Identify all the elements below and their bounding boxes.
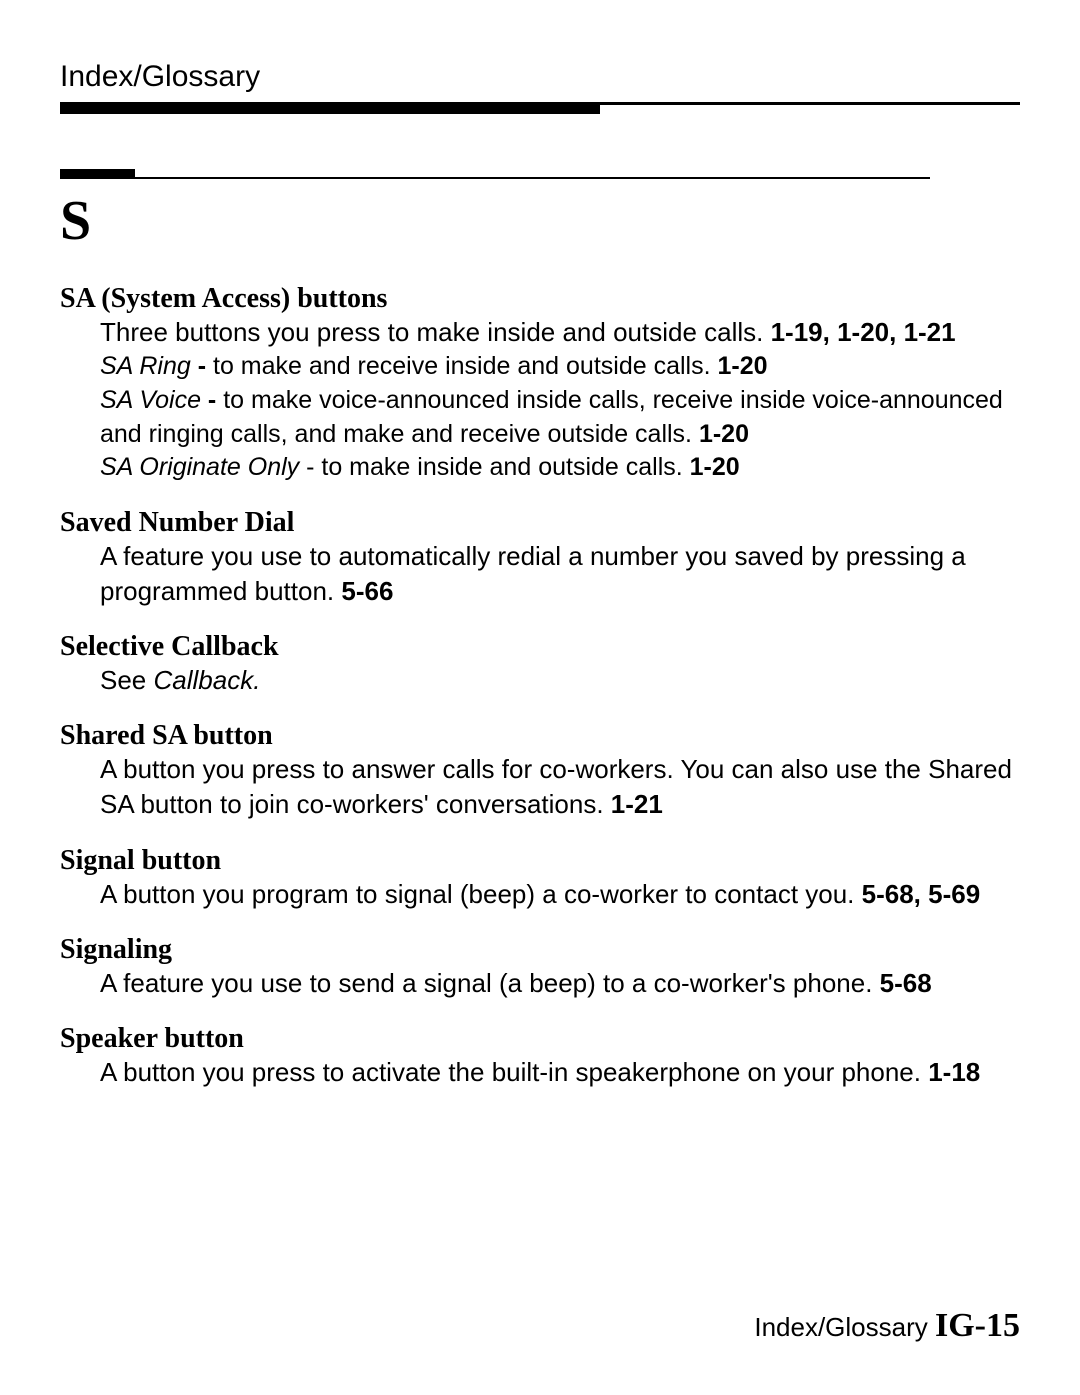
page-ref: 5-66 xyxy=(341,576,393,606)
entry-term: Shared SA button xyxy=(60,720,1020,752)
entry-term: SA (System Access) buttons xyxy=(60,283,1020,315)
page-ref: 1-19, 1-20, 1-21 xyxy=(771,317,956,347)
entry-definition: A button you program to signal (beep) a … xyxy=(100,877,1020,912)
sub-entry-sa-ring: SA Ring - to make and receive inside and… xyxy=(100,350,1020,384)
page-ref: 1-18 xyxy=(928,1057,980,1087)
def-text: A feature you use to automatically redia… xyxy=(100,541,966,606)
section-long-rule xyxy=(60,177,930,179)
def-text: See xyxy=(100,665,154,695)
header-thick-bar xyxy=(60,102,600,114)
entry-saved-number-dial: Saved Number Dial A feature you use to a… xyxy=(60,507,1020,609)
page-number: IG-15 xyxy=(935,1307,1020,1344)
entry-signal-button: Signal button A button you program to si… xyxy=(60,845,1020,912)
page-ref: 1-20 xyxy=(690,453,740,481)
cross-ref: Callback. xyxy=(154,665,261,695)
def-text: A feature you use to send a signal (a be… xyxy=(100,968,880,998)
sub-sep: - xyxy=(299,453,321,481)
entry-definition: A button you press to activate the built… xyxy=(100,1055,1020,1090)
sub-label: SA Voice xyxy=(100,386,201,414)
entry-term: Signal button xyxy=(60,845,1020,877)
sub-sep: - xyxy=(201,386,223,414)
entry-term: Selective Callback xyxy=(60,631,1020,663)
entry-shared-sa-button: Shared SA button A button you press to a… xyxy=(60,720,1020,822)
entry-definition: See Callback. xyxy=(100,663,1020,698)
sub-label: SA Ring xyxy=(100,352,191,380)
page-ref: 5-68 xyxy=(880,968,932,998)
entry-speaker-button: Speaker button A button you press to act… xyxy=(60,1023,1020,1090)
entry-definition: A feature you use to send a signal (a be… xyxy=(100,966,1020,1001)
sub-text: to make voice-announced inside calls, re… xyxy=(100,386,1003,448)
entry-term: Speaker button xyxy=(60,1023,1020,1055)
page-ref: 1-20 xyxy=(699,420,749,448)
header-title: Index/Glossary xyxy=(60,60,1020,94)
page-ref: 1-20 xyxy=(717,352,767,380)
footer-label: Index/Glossary xyxy=(754,1312,935,1342)
sub-label: SA Originate Only xyxy=(100,453,299,481)
sub-entry-sa-voice: SA Voice - to make voice-announced insid… xyxy=(100,384,1020,452)
sub-sep: - xyxy=(191,352,213,380)
entry-selective-callback: Selective Callback See Callback. xyxy=(60,631,1020,698)
section-rule xyxy=(60,169,1020,179)
page-header: Index/Glossary xyxy=(60,60,1020,114)
page-ref: 5-68, 5-69 xyxy=(862,879,981,909)
entry-definition: Three buttons you press to make inside a… xyxy=(100,315,1020,350)
entry-term: Saved Number Dial xyxy=(60,507,1020,539)
def-text: A button you press to answer calls for c… xyxy=(100,754,1012,819)
def-text: A button you press to activate the built… xyxy=(100,1057,928,1087)
page-footer: Index/Glossary IG-15 xyxy=(754,1307,1020,1345)
def-text: Three buttons you press to make inside a… xyxy=(100,317,771,347)
entry-term: Signaling xyxy=(60,934,1020,966)
page-ref: 1-21 xyxy=(611,789,663,819)
sub-text: to make inside and outside calls. xyxy=(321,453,689,481)
sub-entry-sa-originate: SA Originate Only - to make inside and o… xyxy=(100,451,1020,485)
entry-signaling: Signaling A feature you use to send a si… xyxy=(60,934,1020,1001)
def-text: A button you program to signal (beep) a … xyxy=(100,879,862,909)
section-letter: S xyxy=(60,189,1020,253)
sub-text: to make and receive inside and outside c… xyxy=(213,352,717,380)
entry-definition: A feature you use to automatically redia… xyxy=(100,539,1020,609)
entry-definition: A button you press to answer calls for c… xyxy=(100,752,1020,822)
entry-sa-buttons: SA (System Access) buttons Three buttons… xyxy=(60,283,1020,485)
